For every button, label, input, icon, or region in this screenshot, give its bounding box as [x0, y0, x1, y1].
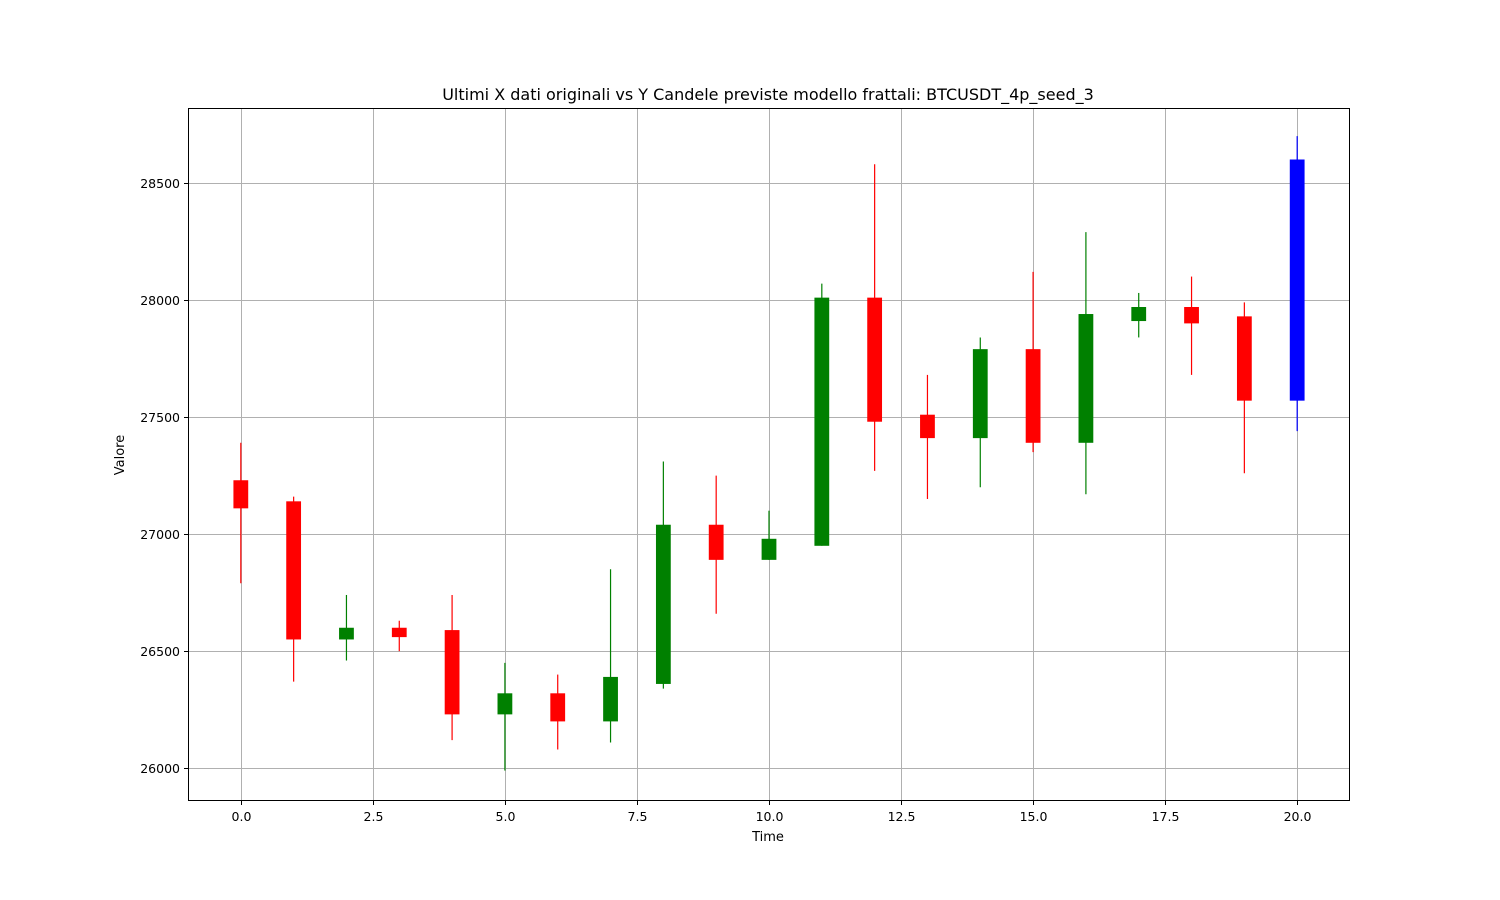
plot-frame	[188, 108, 1350, 801]
candle-8	[655, 461, 671, 689]
x-axis-ticks: 0.0 2.5 5.0 7.5 10.0 12.5 15.0 17.5 20.0	[232, 801, 1312, 824]
y-axis-ticks: 26000 26500 27000 27500 28000 28500	[140, 176, 188, 776]
candle-body	[339, 627, 354, 640]
candle-20	[1289, 136, 1305, 432]
x-tick-label: 7.5	[628, 809, 648, 824]
candle-body	[761, 538, 777, 560]
y-tick-label: 26500	[140, 644, 180, 659]
candle-6	[550, 674, 566, 750]
chart-title: Ultimi X dati originali vs Y Candele pre…	[442, 85, 1094, 105]
y-tick-label: 28000	[140, 293, 180, 308]
x-axis-label: Time	[751, 830, 784, 845]
candle-16	[1078, 232, 1094, 495]
candle-19	[1236, 302, 1252, 474]
candle-body	[1289, 159, 1305, 401]
candle-body	[708, 524, 724, 560]
x-tick-label: 10.0	[756, 809, 784, 824]
x-tick-label: 20.0	[1284, 809, 1312, 824]
candle-0	[233, 442, 249, 584]
y-axis-label: Valore	[113, 435, 128, 475]
candle-9	[708, 475, 724, 614]
y-tick-label: 27000	[140, 527, 180, 542]
candle-body	[550, 693, 566, 722]
candle-body	[867, 297, 883, 422]
candle-11	[814, 283, 830, 546]
candle-1	[286, 496, 302, 682]
candle-body	[920, 414, 935, 439]
candle-14	[972, 337, 988, 488]
x-tick-label: 0.0	[232, 809, 252, 824]
candle-2	[339, 594, 354, 661]
candle-15	[1025, 271, 1041, 453]
candle-17	[1131, 292, 1147, 338]
candle-body	[1131, 307, 1147, 322]
x-tick-label: 12.5	[888, 809, 916, 824]
candle-body	[391, 627, 407, 638]
candle-18	[1184, 276, 1199, 375]
x-tick-label: 15.0	[1020, 809, 1048, 824]
candle-body	[655, 524, 671, 684]
candle-body	[1184, 307, 1199, 324]
candle-body	[1236, 316, 1252, 401]
candle-3	[391, 620, 407, 652]
candle-body	[1078, 314, 1094, 443]
candles	[233, 136, 1305, 771]
x-tick-label: 2.5	[364, 809, 384, 824]
candle-13	[920, 374, 935, 499]
candle-body	[444, 630, 460, 715]
x-tick-label: 5.0	[496, 809, 516, 824]
candle-5	[497, 662, 513, 771]
y-tick-label: 26000	[140, 761, 180, 776]
candle-body	[603, 676, 618, 722]
x-tick-label: 17.5	[1152, 809, 1180, 824]
grid-lines	[188, 108, 1350, 801]
candle-4	[444, 594, 460, 741]
candle-12	[867, 164, 883, 471]
candle-body	[286, 501, 302, 640]
candle-7	[603, 569, 618, 743]
candle-body	[814, 297, 830, 546]
y-tick-label: 27500	[140, 410, 180, 425]
candle-body	[972, 349, 988, 439]
candle-body	[233, 480, 249, 509]
candle-10	[761, 510, 777, 560]
candle-body	[497, 693, 513, 715]
candle-body	[1025, 349, 1041, 443]
y-tick-label: 28500	[140, 176, 180, 191]
